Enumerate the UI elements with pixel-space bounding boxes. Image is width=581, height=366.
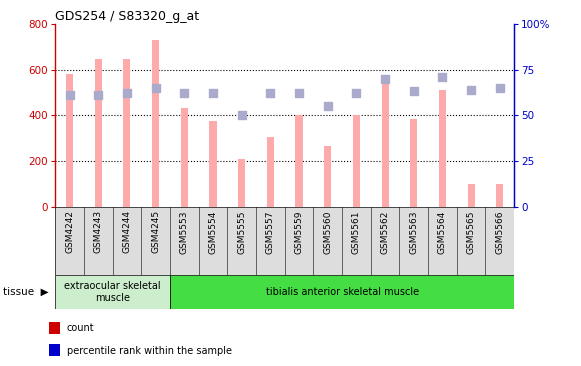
Bar (66, 74, 73, 207)
Point (237, 112, 246, 118)
Bar (181, 108, 188, 207)
Text: extraocular skeletal
muscle: extraocular skeletal muscle (64, 281, 161, 303)
Text: GSM5565: GSM5565 (467, 210, 476, 254)
Bar (410, 119, 417, 207)
Bar (468, 184, 475, 207)
Point (295, 90, 304, 96)
Bar (324, 146, 331, 207)
Bar (296, 115, 303, 207)
Text: count: count (67, 323, 94, 333)
Bar (209, 121, 217, 207)
Text: tissue  ▶: tissue ▶ (3, 287, 49, 297)
Text: GSM5564: GSM5564 (438, 210, 447, 254)
Bar (382, 80, 389, 207)
Point (209, 90, 218, 96)
Bar (95, 59, 102, 207)
Text: GSM4243: GSM4243 (94, 210, 103, 253)
Text: percentile rank within the sample: percentile rank within the sample (67, 346, 232, 356)
Text: GSM5566: GSM5566 (496, 210, 504, 254)
Point (409, 89, 418, 94)
Text: GSM4244: GSM4244 (123, 210, 131, 253)
Text: GDS254 / S83320_g_at: GDS254 / S83320_g_at (55, 10, 199, 23)
Point (65, 92, 74, 98)
Bar (49, 344, 60, 356)
Bar (152, 40, 159, 207)
Bar (170, 274, 514, 309)
Text: GSM5555: GSM5555 (237, 210, 246, 254)
Point (266, 90, 275, 96)
Point (151, 85, 160, 91)
Bar (439, 90, 446, 207)
Bar (55, 274, 170, 309)
Text: GSM4242: GSM4242 (65, 210, 74, 253)
Point (495, 85, 504, 91)
Bar (353, 115, 360, 207)
Text: GSM5560: GSM5560 (323, 210, 332, 254)
Point (352, 90, 361, 96)
Point (438, 74, 447, 80)
Point (122, 90, 131, 96)
Text: GSM5554: GSM5554 (209, 210, 217, 254)
Bar (123, 59, 131, 207)
Point (467, 87, 476, 93)
Point (323, 103, 332, 109)
Point (94, 92, 103, 98)
Text: GSM4245: GSM4245 (151, 210, 160, 253)
Text: GSM5561: GSM5561 (352, 210, 361, 254)
Text: GSM5557: GSM5557 (266, 210, 275, 254)
Bar (49, 322, 60, 333)
Point (180, 90, 189, 96)
Text: GSM5563: GSM5563 (409, 210, 418, 254)
Bar (238, 159, 245, 207)
Bar (496, 184, 503, 207)
Text: GSM5562: GSM5562 (381, 210, 390, 254)
Text: GSM5553: GSM5553 (180, 210, 189, 254)
Text: GSM5559: GSM5559 (295, 210, 303, 254)
Bar (267, 137, 274, 207)
Text: tibialis anterior skeletal muscle: tibialis anterior skeletal muscle (266, 287, 419, 297)
Point (381, 76, 390, 82)
